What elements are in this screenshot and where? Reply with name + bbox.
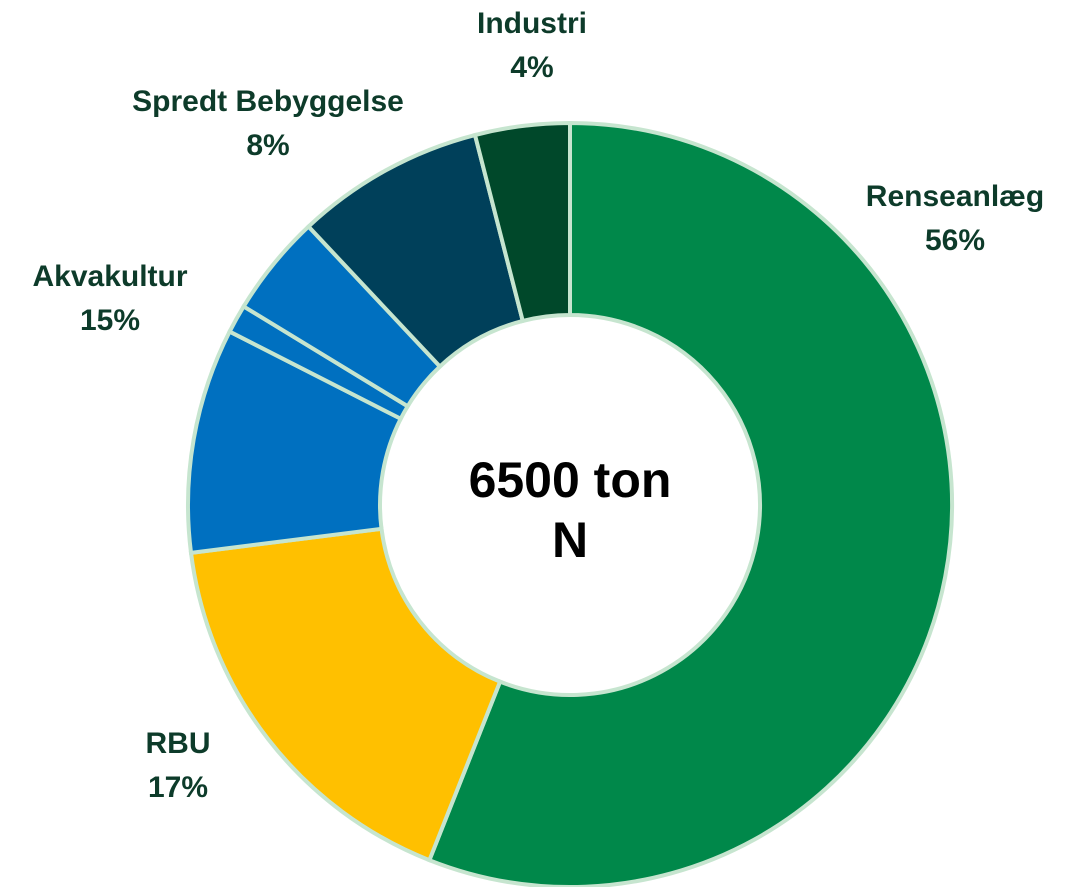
category-label: Renseanlæg bbox=[866, 180, 1044, 213]
donut-segment bbox=[188, 526, 503, 863]
value-label: 17% bbox=[148, 771, 208, 804]
category-label: Industri bbox=[477, 7, 587, 40]
value-label: 56% bbox=[925, 224, 985, 257]
category-label: Akvakultur bbox=[32, 260, 187, 293]
category-label: RBU bbox=[146, 727, 211, 760]
value-label: 4% bbox=[510, 51, 553, 84]
value-label: 15% bbox=[80, 304, 140, 337]
donut-segment bbox=[472, 120, 572, 324]
value-label: 8% bbox=[246, 129, 289, 162]
category-label: Spredt Bebyggelse bbox=[132, 85, 404, 118]
center-label: 6500 ton N bbox=[468, 452, 672, 568]
